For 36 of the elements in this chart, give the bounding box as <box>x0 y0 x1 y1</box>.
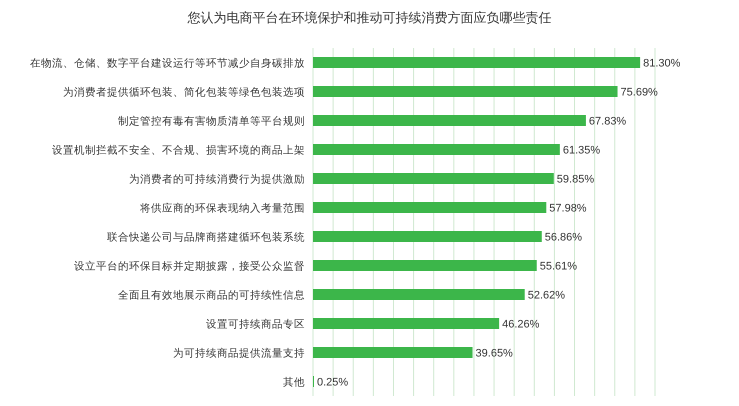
y-tick-label: 将供应商的环保表现纳入考量范围 <box>139 202 305 214</box>
data-label: 59.85% <box>556 174 594 186</box>
y-tick-label: 为消费者的可持续消费行为提供激励 <box>129 172 305 186</box>
bar <box>313 173 554 184</box>
y-tick-label: 设立平台的环保目标并定期披露，接受公众监督 <box>74 260 305 272</box>
data-label: 81.30% <box>643 58 681 70</box>
y-tick-label: 在物流、仓储、数字平台建设运行等环节减少自身碳排放 <box>30 56 305 70</box>
bar <box>313 202 546 213</box>
bar <box>313 347 473 358</box>
bar <box>313 115 586 126</box>
data-label: 46.26% <box>502 318 540 330</box>
y-tick-label: 设置机制拦截不安全、不合规、损害环境的商品上架 <box>52 144 305 156</box>
data-label: 0.25% <box>317 376 348 388</box>
data-label: 75.69% <box>620 86 658 98</box>
bar <box>313 318 500 329</box>
data-label: 52.62% <box>528 290 566 302</box>
y-tick-label: 其他 <box>283 376 305 388</box>
y-tick-label: 联合快递公司与品牌商搭建循环包装系统 <box>107 230 305 244</box>
y-tick-label: 为可持续商品提供流量支持 <box>173 346 305 360</box>
data-label: 55.61% <box>540 260 578 272</box>
bar <box>313 231 542 242</box>
y-tick-label: 制定管控有毒有害物质清单等平台规则 <box>118 114 305 128</box>
data-label: 61.35% <box>562 144 600 156</box>
data-label: 39.65% <box>476 348 514 360</box>
data-label: 56.86% <box>544 232 582 244</box>
chart-title: 您认为电商平台在环境保护和推动可持续消费方面应负哪些责任 <box>186 10 552 25</box>
bar <box>313 86 618 97</box>
bar <box>313 260 537 271</box>
bar <box>313 144 560 155</box>
data-label: 57.98% <box>549 202 587 214</box>
data-label: 67.83% <box>588 116 626 128</box>
bar <box>313 57 640 68</box>
y-tick-label: 设置可持续商品专区 <box>206 318 305 330</box>
y-tick-label: 全面且有效地展示商品的可持续性信息 <box>118 288 305 302</box>
bar <box>313 289 525 300</box>
y-tick-label: 为消费者提供循环包装、简化包装等绿色包装选项 <box>63 86 305 98</box>
